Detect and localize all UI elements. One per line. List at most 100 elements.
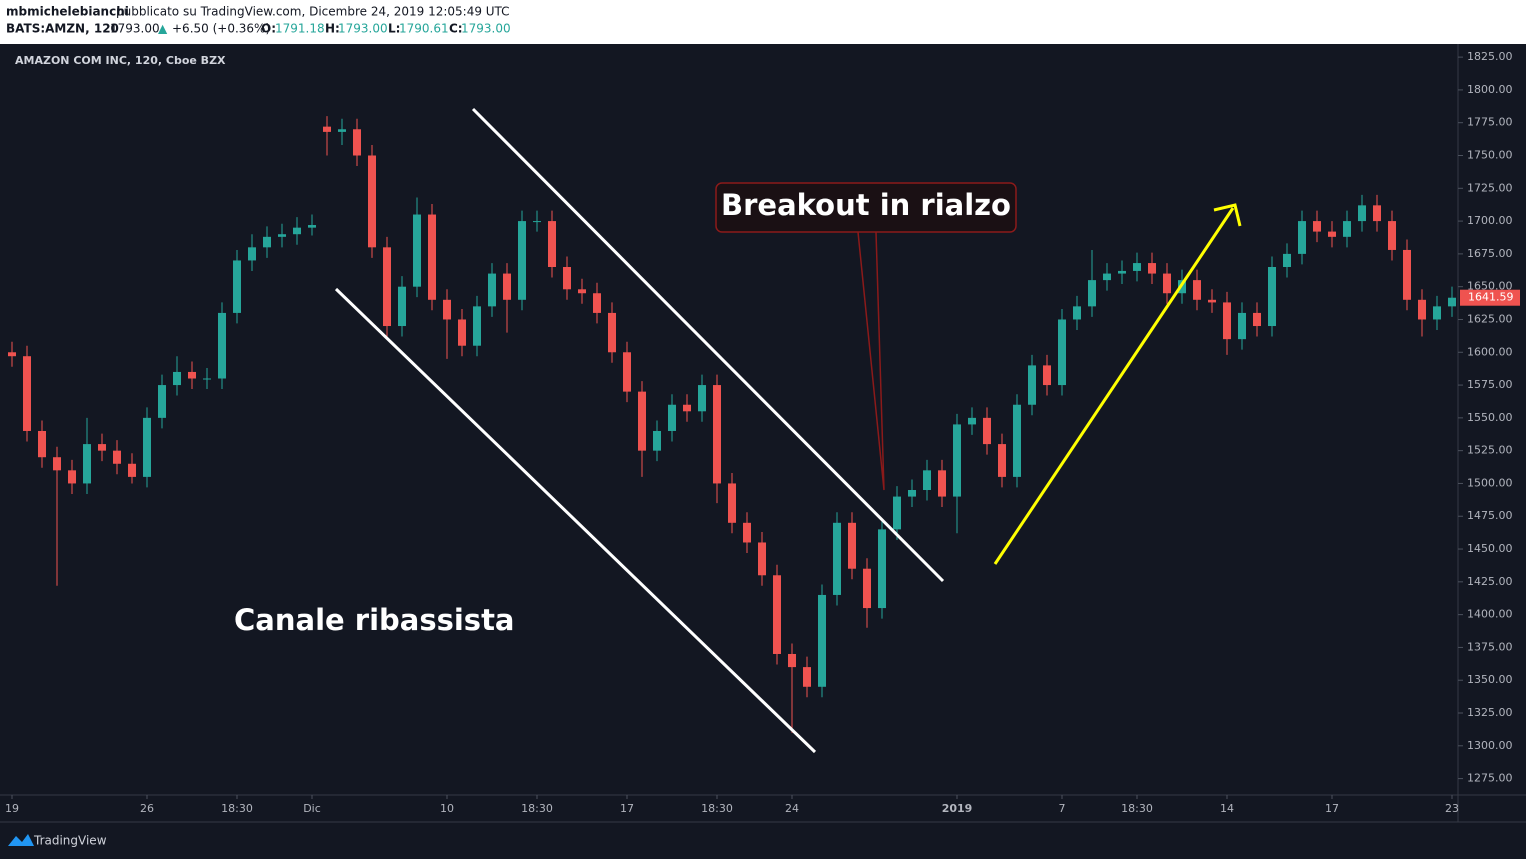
candle-body xyxy=(1028,365,1036,405)
candle-body xyxy=(743,522,751,543)
y-tick-label: 1650.00 xyxy=(1467,280,1513,293)
candle-body xyxy=(248,247,256,261)
candle-body xyxy=(1403,249,1411,300)
c-label: C: xyxy=(449,22,463,36)
candle-body xyxy=(1328,231,1336,237)
c-value: 1793.00 xyxy=(461,22,511,36)
candle-body xyxy=(218,312,226,379)
candle-body xyxy=(803,667,811,687)
candle-body xyxy=(1358,205,1366,222)
candle-body xyxy=(953,424,961,497)
candle-body xyxy=(1433,306,1441,320)
x-tick-label: 18:30 xyxy=(701,802,733,815)
candle-body xyxy=(1208,299,1216,303)
x-tick-label: 18:30 xyxy=(221,802,253,815)
candle-body xyxy=(488,273,496,307)
x-tick-label: 17 xyxy=(1325,802,1339,815)
candle-body xyxy=(698,385,706,412)
l-value: 1790.61 xyxy=(399,22,449,36)
candle-body xyxy=(1133,263,1141,271)
logo xyxy=(8,834,34,846)
candle-body xyxy=(1103,273,1111,281)
candle-body xyxy=(98,444,106,451)
candle-body xyxy=(1268,267,1276,327)
candle-body xyxy=(518,221,526,300)
y-tick-label: 1600.00 xyxy=(1467,345,1513,358)
y-tick-label: 1400.00 xyxy=(1467,608,1513,621)
candle-body xyxy=(938,470,946,497)
arrow-head xyxy=(1213,203,1242,227)
chart-bg xyxy=(0,44,1526,859)
candle-body xyxy=(1118,270,1126,274)
y-tick-label: 1775.00 xyxy=(1467,116,1513,129)
candle-body xyxy=(383,247,391,327)
candle-body xyxy=(548,221,556,268)
candle-body xyxy=(203,378,211,380)
candle-body xyxy=(1013,404,1021,477)
candle-body xyxy=(413,214,421,287)
symbol: BATS:AMZN, 120 xyxy=(6,22,119,36)
candle-body xyxy=(293,227,301,235)
candle-body xyxy=(83,444,91,484)
candle-body xyxy=(1373,205,1381,222)
candle-body xyxy=(833,522,841,595)
y-tick-label: 1625.00 xyxy=(1467,312,1513,325)
header-bg xyxy=(0,0,1526,44)
y-tick-label: 1450.00 xyxy=(1467,542,1513,555)
candle-body xyxy=(128,463,136,477)
candle-body xyxy=(908,490,916,497)
candle-body xyxy=(173,371,181,386)
candle-body xyxy=(278,234,286,237)
candle-body xyxy=(338,129,346,132)
candle-body xyxy=(1238,312,1246,340)
candle-body xyxy=(683,404,691,412)
x-tick-label: 18:30 xyxy=(1121,802,1153,815)
candle-body xyxy=(608,312,616,353)
candle-body xyxy=(1088,280,1096,307)
candle-body xyxy=(1298,221,1306,254)
arrow: ▲ xyxy=(158,22,168,36)
candle-body xyxy=(593,293,601,313)
user: mbmichelebianchi xyxy=(6,5,129,19)
candle-body xyxy=(458,319,466,346)
candle-body xyxy=(848,522,856,569)
candle-body xyxy=(668,404,676,431)
candle-body xyxy=(1448,297,1456,307)
y-tick-label: 1575.00 xyxy=(1467,378,1513,391)
x-tick-label: 19 xyxy=(5,802,19,815)
change: +6.50 (+0.36%) xyxy=(172,22,270,36)
candle-body xyxy=(653,430,661,451)
candle-body xyxy=(623,352,631,392)
price-tag-label: 1641.59 xyxy=(1468,291,1514,304)
candle-body xyxy=(38,430,46,458)
chart-title: AMAZON COM INC, 120, Cboe BZX xyxy=(15,54,226,67)
candle-body xyxy=(578,289,586,294)
y-tick-label: 1725.00 xyxy=(1467,181,1513,194)
y-tick-label: 1550.00 xyxy=(1467,411,1513,424)
candle-body xyxy=(1163,273,1171,294)
y-tick-label: 1525.00 xyxy=(1467,444,1513,457)
candle-body xyxy=(158,385,166,418)
candle-body xyxy=(428,214,436,300)
price-tag xyxy=(1460,289,1520,306)
candle-body xyxy=(113,450,121,464)
candle-body xyxy=(188,371,196,379)
candle-body xyxy=(443,299,451,320)
x-tick-label: 10 xyxy=(440,802,454,815)
candle-body xyxy=(788,653,796,668)
axes: 1275.00 1300.00 1325.00 1350.00 1375.00 1400.… xyxy=(5,50,1520,815)
candle-body xyxy=(308,225,316,228)
o-value: 1791.18 xyxy=(275,22,325,36)
callout-text: Breakout in rialzo xyxy=(721,188,1011,222)
y-tick-label: 1750.00 xyxy=(1467,149,1513,162)
candle-body xyxy=(728,483,736,523)
h-value: 1793.00 xyxy=(338,22,388,36)
candle-body xyxy=(233,260,241,313)
channel-lower xyxy=(334,287,817,754)
candle-body xyxy=(638,391,646,451)
candle-body xyxy=(878,529,886,609)
y-tick-label: 1350.00 xyxy=(1467,673,1513,686)
candle-body xyxy=(818,594,826,687)
candle-body xyxy=(773,575,781,654)
